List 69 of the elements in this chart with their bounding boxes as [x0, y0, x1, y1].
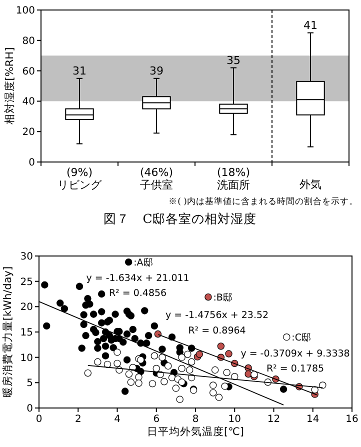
point — [148, 380, 156, 388]
y-tick-label: 25 — [20, 276, 33, 288]
x-tick-label: 10 — [228, 414, 241, 425]
annotation: 41 — [304, 18, 318, 32]
annotation: 31 — [72, 64, 86, 78]
point — [154, 330, 162, 338]
y-axis-title: 相対湿度[%RH] — [3, 47, 16, 125]
point — [135, 380, 142, 387]
point — [215, 394, 223, 401]
point — [196, 350, 204, 358]
x-axis-title: 日平均外気温度[℃] — [147, 425, 244, 438]
y-tick-label: 60 — [22, 66, 35, 78]
annotation: 35 — [226, 54, 240, 67]
point — [178, 364, 186, 372]
y-tick-label: 10 — [20, 352, 33, 364]
legend-label: :B邸 — [213, 292, 233, 304]
x-tick-label: (9%) リビング — [58, 166, 102, 192]
x-tick-label: 12 — [267, 414, 280, 425]
point — [84, 369, 92, 377]
point — [164, 362, 172, 370]
text: 図７ C邸各室の相対湿度 — [104, 211, 256, 226]
point — [150, 352, 158, 360]
text: ※( )内は基準値に含まれる時間の割合を示す。 — [168, 196, 358, 207]
annotation: y = -1.634x + 21.011 — [86, 272, 190, 284]
legend-label: :A邸 — [134, 256, 154, 269]
point — [217, 342, 225, 350]
x-tick-label: 0 — [36, 414, 42, 425]
x-tick-label: (18%) 洗面所 — [216, 166, 250, 192]
legend-label: :C邸 — [292, 332, 312, 344]
annotation: y = -1.4756x + 23.52 — [165, 310, 269, 321]
x-tick-label: 14 — [306, 414, 320, 425]
point — [176, 396, 184, 403]
point — [152, 364, 160, 372]
y-tick-label: 5 — [26, 378, 33, 390]
annotation: R² = 0.4856 — [108, 288, 167, 299]
y-tick-label: 20 — [22, 127, 35, 138]
point — [172, 384, 180, 392]
x-tick-label: 4 — [114, 414, 120, 425]
point — [244, 370, 252, 378]
point — [188, 358, 196, 366]
y-tick-label: 30 — [20, 252, 33, 262]
annotation: R² = 0.8964 — [188, 325, 246, 336]
x-tick-label: 外気 — [300, 178, 322, 191]
point — [186, 366, 194, 374]
annotation: 39 — [150, 64, 164, 78]
y-tick-label: 20 — [20, 302, 33, 314]
y-tick-label: 80 — [22, 36, 35, 47]
point — [127, 378, 135, 386]
y-tick-label: 15 — [20, 328, 33, 338]
point — [94, 358, 102, 366]
point — [221, 382, 228, 390]
y-tick-label: 0 — [26, 404, 33, 414]
y-axis-title: 暖房消費電力量[kWh/day] — [1, 266, 14, 398]
x-tick-label: 8 — [192, 414, 199, 425]
point — [125, 370, 133, 378]
y-tick-label: 100 — [16, 6, 35, 16]
x-tick-label: 2 — [74, 414, 82, 425]
point — [210, 389, 217, 396]
point — [225, 350, 232, 358]
point — [223, 368, 230, 376]
y-tick-label: 40 — [22, 96, 35, 108]
y-tick-label: 0 — [28, 158, 35, 168]
point — [210, 382, 217, 389]
x-tick-label: 16 — [346, 414, 358, 425]
x-tick-label: 6 — [153, 414, 160, 425]
point — [311, 386, 318, 394]
annotation: y = -0.3709x + 9.3338 — [240, 348, 350, 360]
annotation: R² = 0.1785 — [266, 363, 324, 374]
x-tick-label: (46%) 子供室 — [140, 166, 174, 192]
